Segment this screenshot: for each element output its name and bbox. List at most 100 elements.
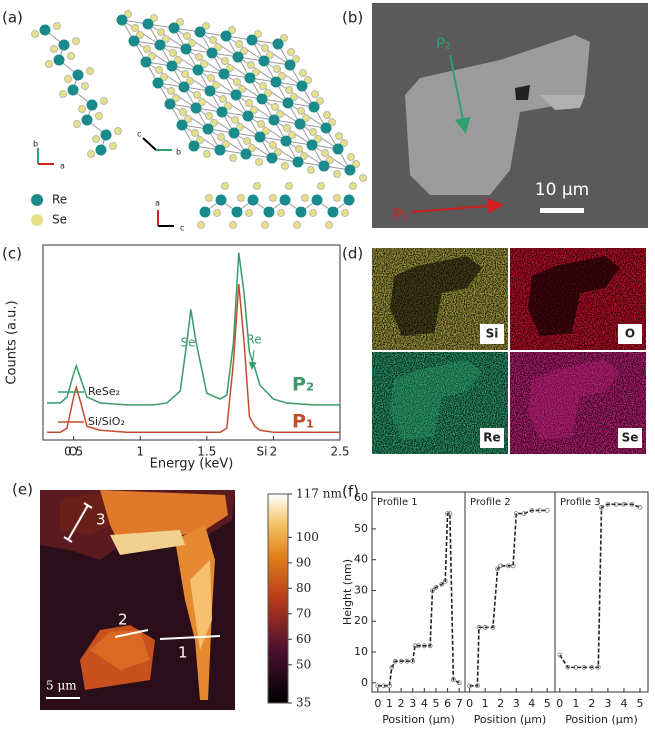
- profile-label: 1: [178, 644, 188, 662]
- se-atom: [31, 30, 39, 38]
- se-atom: [228, 26, 236, 34]
- data-point: [529, 508, 535, 513]
- re-atom: [246, 34, 258, 46]
- se-atom: [309, 128, 317, 136]
- re-atom: [292, 156, 304, 168]
- se-atom: [195, 53, 203, 61]
- legend-label: ReSe₂: [88, 385, 120, 398]
- re-atom: [67, 84, 79, 96]
- legend-marker: [31, 194, 43, 206]
- se-atom: [210, 119, 218, 127]
- axis-triad: b a c b a c: [33, 130, 184, 233]
- colorbar-label: 35: [296, 696, 311, 710]
- re-atom: [100, 129, 112, 141]
- se-atom: [293, 221, 301, 229]
- data-point: [599, 505, 604, 510]
- x-tick-label: 4: [528, 697, 535, 710]
- re-atom: [178, 81, 190, 93]
- axis-name: b: [33, 140, 38, 149]
- se-atom: [136, 31, 144, 39]
- probe-label: P₂: [436, 35, 451, 53]
- se-atom: [237, 194, 245, 202]
- se-atom: [229, 221, 237, 229]
- crystal-structure: [31, 10, 367, 229]
- series-line: [469, 509, 548, 687]
- data-point: [392, 658, 398, 664]
- map-label-box: [480, 324, 504, 344]
- scale-bar: [540, 208, 584, 213]
- x-tick-label: 2: [497, 697, 504, 710]
- se-atom: [200, 60, 208, 68]
- re-atom: [308, 101, 320, 113]
- panel-label: (c): [2, 245, 22, 263]
- data-point: [451, 677, 456, 683]
- flake-region: [390, 256, 482, 336]
- se-atom: [273, 65, 281, 73]
- se-atom: [261, 221, 269, 229]
- se-atom: [259, 82, 267, 90]
- data-point: [506, 563, 511, 569]
- re-atom: [142, 18, 154, 30]
- se-atom: [280, 34, 288, 42]
- data-point: [498, 563, 504, 569]
- x-tick-label: 1: [572, 697, 579, 710]
- se-atom: [269, 141, 277, 149]
- re-atom: [199, 206, 211, 218]
- data-point: [467, 683, 473, 689]
- profile-lines: [63, 502, 221, 640]
- se-atom: [169, 49, 177, 57]
- legend-label: Se: [52, 213, 67, 227]
- re-atom: [166, 60, 178, 72]
- re-atom: [164, 98, 176, 110]
- plot-frame: [42, 244, 341, 441]
- se-atom: [219, 95, 227, 103]
- x-tick-label: 2: [270, 445, 278, 459]
- se-atom: [254, 30, 262, 38]
- colorbar-label: 117 nm: [296, 487, 342, 501]
- data-point: [445, 511, 450, 516]
- re-atom: [263, 206, 275, 218]
- re-atom: [296, 80, 308, 92]
- eds-maps: Si O Re Se: [372, 248, 646, 454]
- se-atom: [326, 156, 334, 164]
- axis-name: a: [155, 199, 160, 208]
- se-atom: [269, 194, 277, 202]
- colorbar-label: 80: [296, 581, 311, 595]
- se-atom: [207, 74, 215, 82]
- re-atom: [306, 139, 318, 151]
- re-atom: [220, 30, 232, 42]
- se-atom: [221, 182, 229, 190]
- se-atom: [301, 194, 309, 202]
- se-atom: [347, 153, 355, 161]
- re-atom: [194, 26, 206, 38]
- se-atom: [235, 40, 243, 48]
- re-atom: [86, 99, 98, 111]
- y-axis-label: Height (nm): [341, 559, 354, 625]
- se-atom: [184, 115, 192, 123]
- re-atom: [280, 135, 292, 147]
- re-atom: [81, 114, 93, 126]
- annotation-arrow: [248, 349, 257, 370]
- axis-name: b: [176, 148, 181, 157]
- se-atom: [255, 158, 263, 166]
- se-atom: [341, 209, 349, 217]
- se-atom: [287, 48, 295, 56]
- re-atom: [176, 119, 188, 131]
- se-atom: [181, 70, 189, 78]
- se-atom: [64, 75, 72, 83]
- se-atom: [335, 132, 343, 140]
- series-tag: P₂: [292, 374, 314, 396]
- annotation: Re: [246, 333, 261, 347]
- re-atom: [295, 206, 307, 218]
- re-atom: [192, 64, 204, 76]
- probe-label: P₁: [393, 206, 408, 224]
- data-point: [605, 501, 611, 507]
- map-label-box: [618, 324, 642, 344]
- series-line: [559, 503, 641, 669]
- se-atom: [283, 124, 291, 132]
- re-atom: [214, 144, 226, 156]
- se-atom: [333, 170, 341, 178]
- x-tick-label: 4: [620, 697, 627, 710]
- se-atom: [325, 221, 333, 229]
